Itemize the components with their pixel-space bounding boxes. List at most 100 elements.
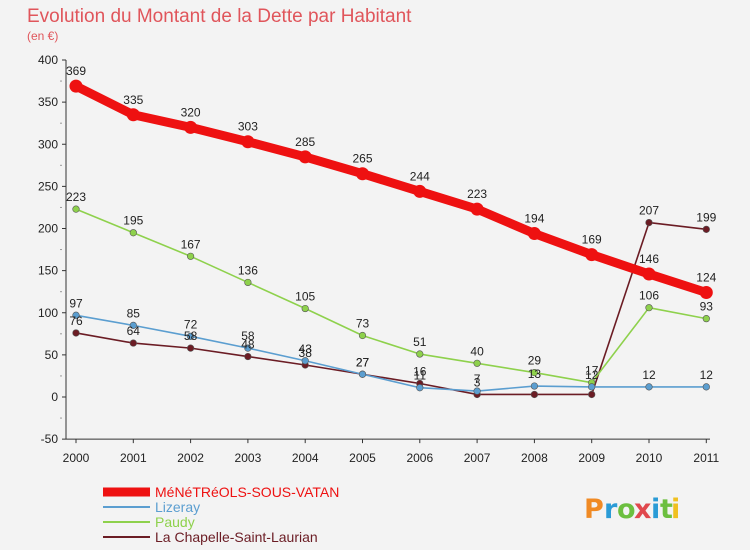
data-label: 97 [69,296,83,310]
data-label: 58 [241,329,255,343]
data-label: 48 [241,338,255,352]
data-point [72,329,80,337]
data-label: 51 [413,335,427,349]
y-tick-label: 50 [45,348,59,362]
data-label: 29 [528,354,542,368]
data-point [416,350,424,358]
data-point [530,390,539,399]
logo-letter: i [651,494,660,525]
data-point [413,184,427,198]
data-label: 12 [585,368,599,382]
x-tick-label: 2000 [63,451,90,465]
data-label: 64 [127,324,141,338]
data-point [72,311,80,319]
series-layer [69,79,713,399]
data-point [642,267,656,281]
data-label: 105 [295,290,315,304]
data-label: 43 [299,342,313,356]
data-point [129,339,137,347]
data-point [126,108,140,122]
y-tick-label: -50 [41,432,59,446]
data-label: 16 [413,365,427,379]
logo-letter: r [604,494,618,525]
legend-label: Paudy [155,514,195,530]
y-tick-label: 200 [38,222,58,236]
data-point [244,344,252,352]
data-point [356,167,369,181]
data-label: 167 [181,237,201,251]
y-tick-label: 0 [51,390,58,404]
logo-letter: i [671,494,680,525]
y-tick-label: 300 [38,137,58,151]
y-tick-label: 250 [38,179,58,193]
data-label: 199 [696,210,716,224]
data-point [588,390,596,399]
x-tick-label: 2008 [521,451,548,465]
data-label: 244 [410,169,430,183]
x-tick-label: 2009 [578,451,605,465]
data-label: 27 [356,355,370,369]
data-point [72,205,80,213]
data-label: 146 [639,252,659,266]
data-label: 11 [414,369,427,383]
data-label: 17 [585,364,599,378]
data-point [241,135,255,149]
chart-subtitle: (en €) [27,29,58,43]
data-point [645,304,653,312]
data-label: 85 [127,306,141,320]
data-point [301,357,309,365]
data-point [645,219,653,227]
data-point [416,384,424,392]
x-tick-label: 2004 [292,451,319,465]
y-tick-label: 400 [38,53,58,67]
data-label: 13 [528,367,542,381]
legend-label: La Chapelle-Saint-Laurian [155,529,318,545]
data-point [473,387,481,395]
x-tick-label: 2007 [464,451,491,465]
data-label: 76 [69,314,83,328]
x-tick-label: 2001 [120,451,147,465]
x-tick-label: 2002 [177,451,204,465]
data-point [588,383,596,391]
data-point [187,332,195,340]
data-label: 40 [470,344,484,358]
data-label: 58 [184,329,198,343]
data-label: 124 [696,271,716,285]
data-label: 136 [238,263,258,277]
y-tick-label: 150 [38,264,58,278]
data-point [129,229,137,237]
data-point [585,248,599,262]
data-point [298,150,312,164]
data-label: 73 [356,316,370,330]
x-tick-label: 2010 [636,451,663,465]
data-label: 72 [184,317,198,331]
data-point [702,383,710,391]
y-tick-label: 100 [38,306,58,320]
data-point [129,321,137,329]
data-label: 303 [238,120,258,134]
logo-letter: x [634,494,651,525]
series-line [71,81,711,298]
data-point [473,359,481,367]
logo-letter: o [617,494,636,525]
data-label: 285 [295,135,315,149]
data-point [187,252,195,260]
legend-label: MéNéTRéOLS-SOUS-VATAN [155,484,339,500]
data-label: 12 [700,368,714,382]
data-point [184,120,198,134]
logo-letter: t [660,494,673,525]
series-line [75,314,708,392]
data-label: 169 [582,233,602,247]
logo-letter: P [584,494,604,525]
x-tick-label: 2005 [349,451,376,465]
data-label: 27 [356,355,370,369]
data-point [527,227,541,241]
series-line [75,208,708,384]
series-line [75,221,708,396]
chart-title: Evolution du Montant de la Dette par Hab… [27,6,412,27]
data-label: 12 [642,368,656,382]
data-point [699,286,713,300]
